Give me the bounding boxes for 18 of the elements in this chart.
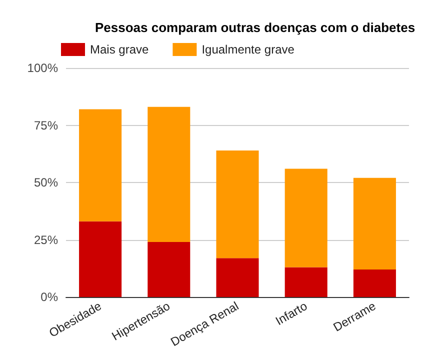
y-tick-label: 75% xyxy=(34,118,58,132)
bar xyxy=(148,242,190,297)
legend-label: Mais grave xyxy=(90,42,150,56)
bar xyxy=(216,258,259,297)
y-tick-label: 0% xyxy=(40,290,58,304)
bar xyxy=(284,267,328,297)
y-tick-label: 50% xyxy=(34,176,58,190)
chart-title: Pessoas comparam outras doenças com o diabetes xyxy=(95,20,416,35)
y-tick-label: 100% xyxy=(27,61,58,75)
bar xyxy=(353,270,396,297)
bar xyxy=(79,109,122,222)
bar xyxy=(353,178,396,270)
y-tick-label: 25% xyxy=(34,232,58,247)
bar xyxy=(216,150,259,258)
bar xyxy=(284,168,328,268)
bar xyxy=(79,221,122,297)
legend-label: Igualmente grave xyxy=(202,42,295,56)
bar xyxy=(148,106,190,242)
